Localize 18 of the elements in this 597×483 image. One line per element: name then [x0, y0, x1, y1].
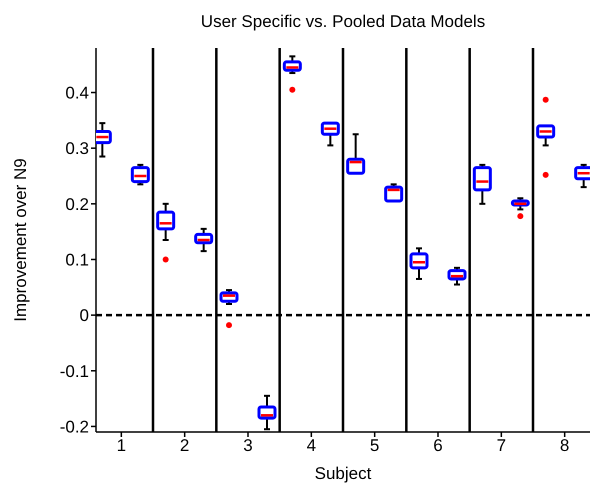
y-axis-title: Improvement over N9	[11, 158, 30, 322]
x-tick-label: 4	[306, 436, 316, 456]
x-tick-label: 3	[243, 436, 253, 456]
x-tick-label: 5	[370, 436, 380, 456]
y-tick-label: -0.1	[60, 362, 89, 381]
y-tick-label: 0.4	[65, 84, 89, 103]
x-tick-label: 6	[433, 436, 443, 456]
x-axis-title: Subject	[314, 464, 372, 483]
x-tick-label: 8	[560, 436, 570, 456]
y-tick-label: 0	[80, 306, 89, 326]
y-tick-label: 0.3	[65, 139, 89, 158]
y-tick-label: 0.1	[65, 250, 89, 270]
y-tick-label: -0.2	[60, 417, 89, 436]
x-tick-label: 7	[496, 436, 506, 456]
y-tick-label: 0.2	[65, 194, 89, 214]
x-tick-label: 1	[116, 436, 126, 456]
chart-title: User Specific vs. Pooled Data Models	[200, 12, 486, 32]
x-tick-label: 2	[180, 436, 190, 456]
